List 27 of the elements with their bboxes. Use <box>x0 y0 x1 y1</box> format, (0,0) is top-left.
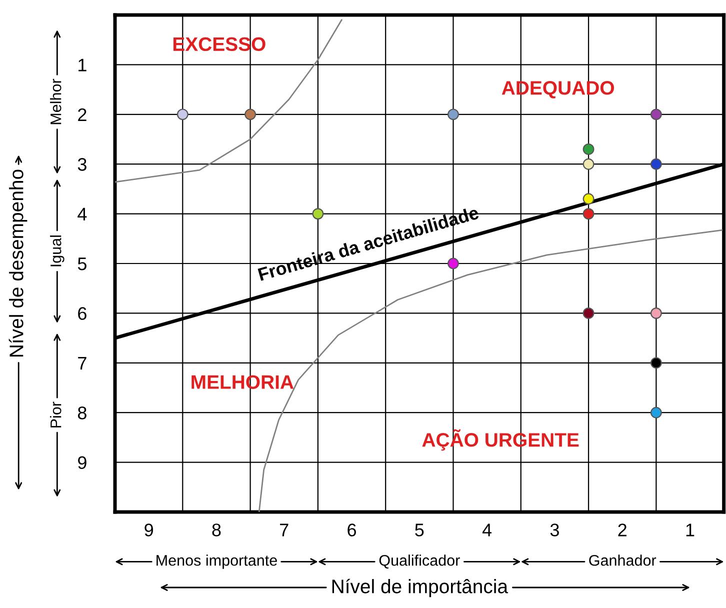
x-tick-label: 7 <box>280 524 288 536</box>
y-tick-label: 3 <box>78 158 86 171</box>
x-tick-label: 9 <box>144 524 153 536</box>
y-tick-label: 6 <box>78 307 86 320</box>
text: Melhor <box>50 78 62 124</box>
x-tick-label: 2 <box>618 524 626 536</box>
x-tick-label: 1 <box>686 524 694 536</box>
y-tick-label: 4 <box>78 208 87 220</box>
y-tick-label: 1 <box>78 58 86 72</box>
text: Ganhador <box>589 554 656 566</box>
y-tick-label: 2 <box>78 108 86 121</box>
line-series <box>115 19 342 183</box>
y-tick-label: 5 <box>78 258 86 270</box>
text: Pior <box>50 402 62 428</box>
text: Igual <box>50 236 64 266</box>
text: Menos importante <box>156 554 277 569</box>
y-tick-label: 8 <box>78 406 86 420</box>
y-tick-label: 7 <box>78 357 86 370</box>
y-axis-title: Nível de desempenho <box>8 170 28 356</box>
text: Qualificador <box>379 554 460 569</box>
x-tick-label: 8 <box>212 524 221 536</box>
x-axis-title: Nível de importância <box>332 578 508 598</box>
x-tick-label: 3 <box>550 524 559 536</box>
x-tick-label: 6 <box>348 524 356 536</box>
y-tick-label: 9 <box>78 456 86 470</box>
x-tick-label: 5 <box>415 524 424 536</box>
x-tick-label: 4 <box>482 524 492 536</box>
